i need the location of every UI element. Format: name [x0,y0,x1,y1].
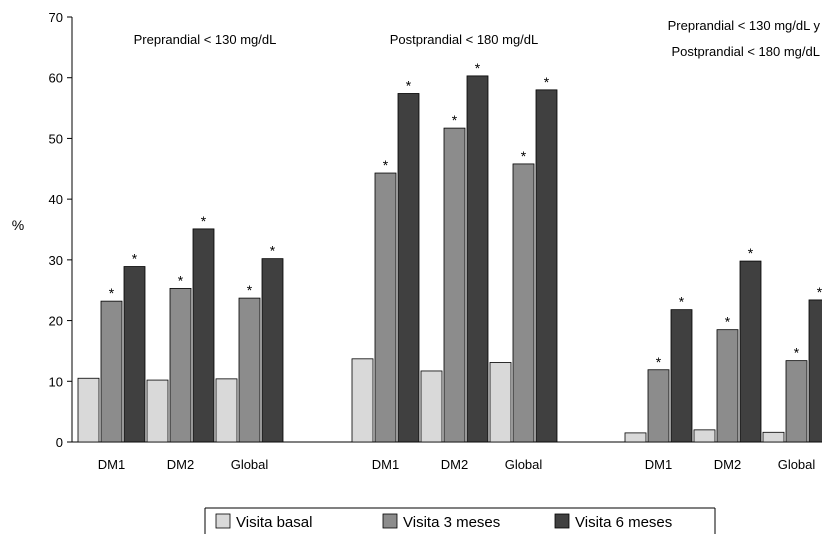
bar-dm1-2 [374,172,397,443]
bar-dm2-1 [420,370,443,443]
significance-marker: * [748,245,754,261]
group-title: Preprandial < 130 mg/dL [134,32,277,47]
category-label: Global [778,457,816,472]
y-tick-label: 0 [56,435,63,450]
group-title: Postprandial < 180 mg/dL [390,32,539,47]
significance-marker: * [521,148,527,164]
y-tick-label: 10 [49,374,63,389]
y-tick-label: 50 [49,131,63,146]
bar-global-2 [238,297,261,443]
significance-marker: * [656,354,662,370]
bar-dm2-2 [443,127,466,443]
bar-global-3 [261,258,284,443]
category-label: DM1 [98,457,125,472]
bar-dm1-3 [123,266,146,443]
bar-dm2-2 [169,287,192,443]
bar-dm2-3 [739,260,762,443]
group-title-line: Preprandial < 130 mg/dL y [668,18,821,33]
bar-global-1 [762,431,785,443]
significance-marker: * [817,284,822,300]
significance-marker: * [132,251,138,267]
bar-dm1-3 [397,93,420,443]
bar-global-2 [785,360,808,443]
bar-global-3 [808,299,822,443]
significance-marker: * [247,282,253,298]
y-tick-label: 30 [49,253,63,268]
bar-dm1-1 [624,432,647,443]
significance-marker: * [452,112,458,128]
y-tick-label: 60 [49,71,63,86]
bar-dm2-1 [146,379,169,443]
bar-global-2 [512,163,535,443]
group-title-line: Postprandial < 180 mg/dL [671,44,820,59]
significance-marker: * [544,74,550,90]
category-label: DM2 [167,457,194,472]
category-label: DM2 [441,457,468,472]
significance-marker: * [109,285,115,301]
y-tick-label: 40 [49,192,63,207]
bar-dm1-3 [670,309,693,443]
y-tick-label: 20 [49,314,63,329]
legend-label: Visita 6 meses [575,514,672,531]
legend: Visita basal Visita 3 meses Visita 6 meses [204,507,716,534]
category-label: DM1 [645,457,672,472]
legend-swatch [554,513,570,529]
bar-dm1-1 [77,377,100,443]
bar-dm2-2 [716,329,739,443]
significance-marker: * [383,157,389,173]
bar-dm1-2 [100,300,123,443]
bar-dm2-3 [466,75,489,443]
category-label: DM1 [372,457,399,472]
bar-dm1-2 [647,369,670,443]
bar-dm1-1 [351,358,374,443]
significance-marker: * [201,213,207,229]
chart-bars [77,75,822,443]
significance-marker: * [679,294,685,310]
bar-dm2-3 [192,228,215,443]
chart-labels: * * DM1 * * DM2 * * Global Preprandial < 130 mg/d… [98,18,822,472]
significance-marker: * [725,314,731,330]
significance-marker: * [178,272,184,288]
category-label: Global [505,457,543,472]
significance-marker: * [406,78,412,94]
bar-global-1 [215,378,238,443]
y-tick-label: 70 [49,10,63,25]
legend-swatch [382,513,398,529]
legend-swatch [215,513,231,529]
bar-global-3 [535,89,558,443]
significance-marker: * [475,60,481,76]
bar-dm2-1 [693,429,716,443]
significance-marker: * [794,345,800,361]
bar-global-1 [489,362,512,443]
legend-label: Visita basal [236,514,312,531]
legend-label: Visita 3 meses [403,514,500,531]
significance-marker: * [270,243,276,259]
category-label: DM2 [714,457,741,472]
category-label: Global [231,457,269,472]
y-axis-label: % [12,217,24,233]
